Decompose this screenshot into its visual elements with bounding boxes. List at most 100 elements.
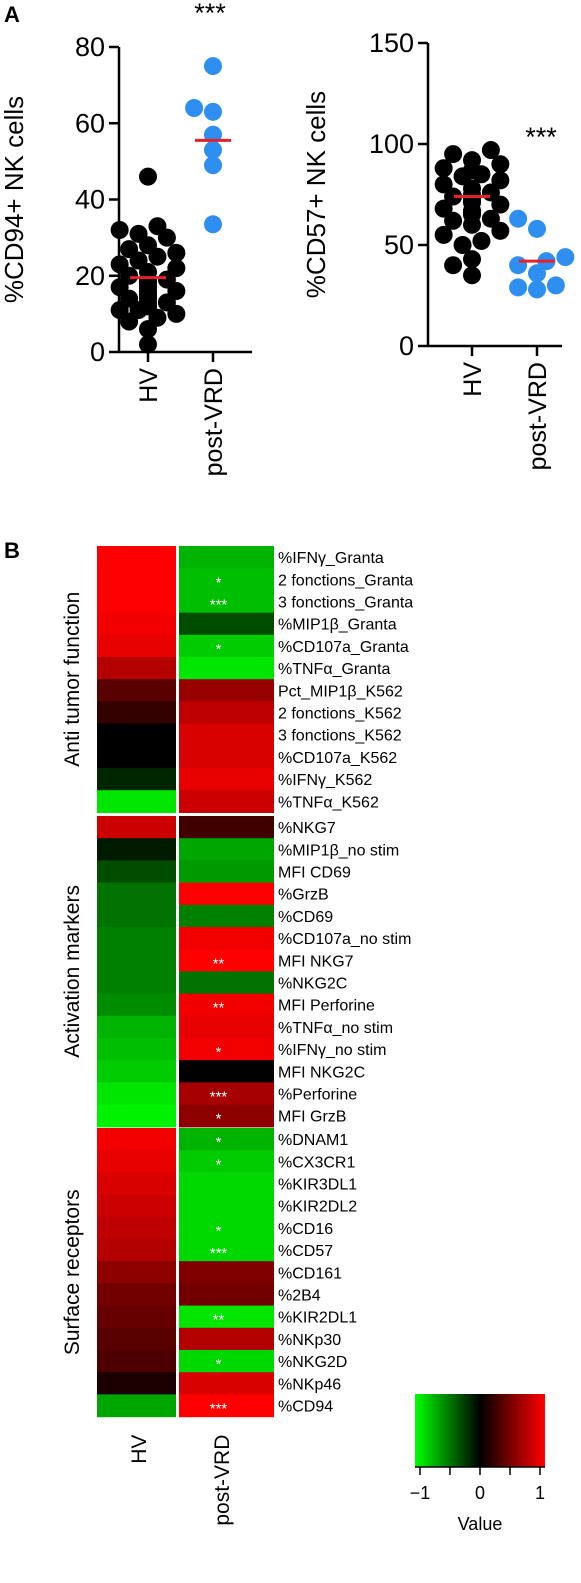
- hv-data-point: [110, 255, 129, 274]
- heatmap-cell-hv: [97, 927, 176, 950]
- heatmap-cell-hv: [97, 723, 176, 747]
- heatmap-row-label: %TNFα_Granta: [278, 661, 390, 678]
- heatmap-group-label: Anti tumor function: [61, 592, 84, 767]
- heatmap-cell-hv: [97, 949, 176, 972]
- heatmap-cell-post-vrd: [179, 904, 274, 928]
- heatmap-group-label: Surface receptors: [61, 1189, 84, 1355]
- heatmap-cell-post-vrd: [179, 882, 274, 906]
- heatmap: Anti tumor function %IFNγ_Granta * 2 foncti…: [61, 546, 413, 1526]
- significance-marker: *: [216, 641, 222, 658]
- x-tick-label: HV: [135, 368, 163, 403]
- heatmap-cell-post-vrd: [179, 1194, 274, 1218]
- significance-marker: ***: [525, 122, 557, 152]
- heatmap-cell-hv: [97, 1082, 176, 1106]
- hv-data-point: [481, 141, 500, 160]
- heatmap-row-label: %DNAM1: [278, 1132, 348, 1149]
- hv-data-point: [491, 155, 510, 174]
- legend-title: Value: [458, 1514, 503, 1534]
- heatmap-row-label: %NKp30: [278, 1332, 341, 1349]
- significance-marker: *: [216, 1111, 222, 1128]
- heatmap-row-label: %TNFα_no stim: [278, 1020, 393, 1037]
- y-tick-label: 20: [75, 261, 105, 291]
- heatmap-cell-hv: [97, 745, 176, 769]
- heatmap-row-label: MFI Perforine: [278, 998, 375, 1015]
- post-vrd-data-point: [556, 248, 575, 267]
- heatmap-cell-post-vrd: [179, 1239, 274, 1262]
- hv-data-point: [148, 217, 167, 236]
- hv-data-point: [463, 151, 481, 170]
- significance-marker: *: [216, 1223, 222, 1240]
- post-vrd-data-point: [546, 276, 565, 295]
- hv-data-point: [453, 236, 472, 254]
- heatmap-cell-post-vrd: [179, 1372, 274, 1395]
- heatmap-cell-post-vrd: [179, 1305, 274, 1329]
- heatmap-row-label: %MIP1β_no stim: [278, 842, 399, 859]
- heatmap-row-label: %CD107a_Granta: [278, 639, 409, 656]
- heatmap-group-label: Activation markers: [61, 885, 84, 1058]
- heatmap-row-label: MFI NKG7: [278, 953, 354, 970]
- heatmap-cell-post-vrd: [179, 590, 274, 614]
- x-tick-label: post-VRD: [524, 362, 552, 470]
- hv-data-point: [139, 335, 157, 354]
- heatmap-cell-hv: [97, 1372, 176, 1395]
- post-vrd-data-point: [204, 57, 222, 76]
- significance-marker: **: [213, 1312, 225, 1329]
- y-tick-label: 60: [75, 108, 105, 138]
- hv-data-point: [139, 167, 157, 186]
- heatmap-cell-hv: [97, 634, 176, 658]
- heatmap-row-label: %IFNγ_K562: [278, 772, 372, 789]
- significance-marker: ***: [194, 0, 226, 28]
- hv-data-point: [444, 187, 463, 206]
- hv-data-point: [444, 211, 463, 230]
- legend-tick-label: 1: [535, 1483, 545, 1503]
- post-vrd-data-point: [204, 140, 222, 159]
- heatmap-cell-post-vrd: [179, 1128, 274, 1151]
- heatmap-cell-hv: [97, 679, 176, 702]
- y-tick-label: 100: [369, 129, 414, 159]
- heatmap-cell-post-vrd: [179, 860, 274, 884]
- significance-marker: ***: [210, 597, 228, 614]
- heatmap-cell-post-vrd: [179, 1327, 274, 1351]
- hv-data-point: [444, 256, 463, 275]
- significance-marker: *: [216, 1156, 222, 1173]
- heatmap-cell-hv: [97, 993, 176, 1017]
- heatmap-row-label: 2 fonctions_K562: [278, 706, 402, 723]
- heatmap-row-label: %CD69: [278, 909, 333, 926]
- hv-data-point: [434, 225, 453, 244]
- significance-marker: *: [216, 574, 222, 591]
- post-vrd-data-point: [528, 219, 546, 238]
- heatmap-row-label: 3 fonctions_Granta: [278, 595, 413, 612]
- post-vrd-data-point: [509, 209, 528, 228]
- heatmap-cell-post-vrd: [179, 745, 274, 769]
- heatmap-cell-post-vrd: [179, 634, 274, 658]
- heatmap-row-label: %MIP1β_Granta: [278, 617, 397, 634]
- heatmap-cell-hv: [97, 590, 176, 614]
- heatmap-row-label: %NKG2C: [278, 976, 347, 993]
- heatmap-cell-hv: [97, 882, 176, 906]
- heatmap-cell-hv: [97, 1150, 176, 1173]
- heatmap-cell-post-vrd: [179, 1394, 274, 1418]
- post-vrd-data-point: [528, 280, 546, 299]
- significance-marker: *: [216, 1044, 222, 1061]
- heatmap-cell-hv: [97, 1194, 176, 1218]
- post-vrd-data-point: [204, 215, 222, 234]
- heatmap-cell-hv: [97, 1261, 176, 1284]
- heatmap-cell-hv: [97, 657, 176, 680]
- heatmap-cell-hv: [97, 1327, 176, 1351]
- heatmap-row-label: %2B4: [278, 1288, 321, 1305]
- hv-data-point: [129, 224, 148, 243]
- heatmap-row-label: %IFNγ_no stim: [278, 1042, 386, 1059]
- panel-a-label: A: [4, 2, 20, 27]
- y-tick-label: 0: [399, 331, 414, 361]
- heatmap-column-label: post-VRD: [211, 1435, 234, 1526]
- heatmap-cell-hv: [97, 1394, 176, 1418]
- post-vrd-data-point: [204, 156, 222, 175]
- heatmap-cell-hv: [97, 1350, 176, 1373]
- heatmap-cell-post-vrd: [179, 993, 274, 1017]
- heatmap-cell-post-vrd: [179, 927, 274, 950]
- heatmap-cell-hv: [97, 1305, 176, 1329]
- heatmap-cell-post-vrd: [179, 1038, 274, 1061]
- heatmap-cell-hv: [97, 1104, 176, 1128]
- heatmap-cell-post-vrd: [179, 546, 274, 569]
